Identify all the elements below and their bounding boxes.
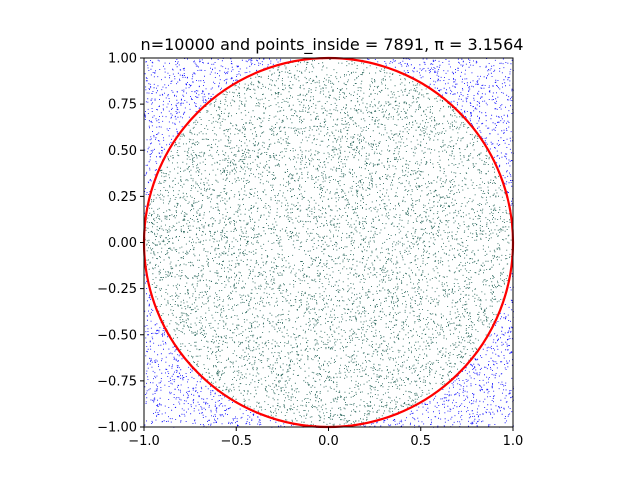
y-tick-label: 0.75: [108, 98, 137, 113]
x-tick-label: 1.0: [503, 434, 524, 449]
x-tick-label: −0.5: [220, 434, 252, 449]
y-tick-label: −0.75: [97, 374, 137, 389]
x-tick-label: −1.0: [128, 434, 160, 449]
y-tick-label: −0.25: [97, 282, 137, 297]
chart-title: n=10000 and points_inside = 7891, π = 3.…: [141, 35, 524, 55]
points-inside-series: [144, 58, 514, 428]
y-tick-label: −0.50: [97, 328, 137, 343]
x-axis: −1.0 −0.5 0.0 0.5 1.0: [128, 427, 523, 449]
y-tick-label: 1.00: [108, 52, 137, 67]
y-tick-label: 0.00: [108, 236, 137, 251]
x-tick-label: 0.5: [410, 434, 431, 449]
x-tick-label: 0.0: [318, 434, 339, 449]
y-axis: −1.00 −0.75 −0.50 −0.25 0.00 0.25 0.50 0.75 1.00: [97, 52, 144, 436]
y-tick-label: 0.25: [108, 190, 137, 205]
y-tick-label: −1.00: [97, 421, 137, 436]
y-tick-label: 0.50: [108, 144, 137, 159]
scatter-points-inside: [144, 58, 514, 428]
